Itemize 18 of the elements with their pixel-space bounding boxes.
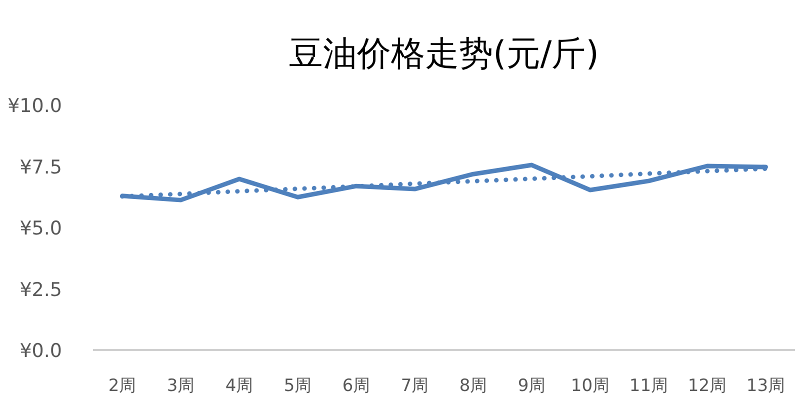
y-tick-label: ¥2.5 [20, 278, 62, 301]
x-tick-label: 9周 [518, 376, 546, 396]
x-tick-label: 3周 [166, 376, 195, 396]
x-tick-label: 5周 [284, 376, 312, 396]
x-tick-label: 4周 [225, 376, 254, 396]
x-tick-label: 2周 [108, 376, 136, 396]
x-tick-label: 12周 [688, 376, 727, 396]
y-tick-label: ¥0.0 [20, 340, 62, 362]
x-tick-label: 10周 [570, 376, 610, 396]
chart-title: 豆油价格走势(元/斤) [289, 34, 599, 74]
y-tick-label: ¥5.0 [20, 218, 62, 240]
x-tick-label: 13周 [746, 376, 786, 396]
x-tick-label: 7周 [400, 376, 429, 396]
x-tick-label: 11周 [629, 376, 668, 396]
y-tick-label: ¥7.5 [20, 156, 62, 178]
x-tick-label: 6周 [342, 376, 370, 396]
y-tick-label: ¥10.0 [8, 95, 62, 117]
x-tick-label: 8周 [459, 376, 488, 396]
